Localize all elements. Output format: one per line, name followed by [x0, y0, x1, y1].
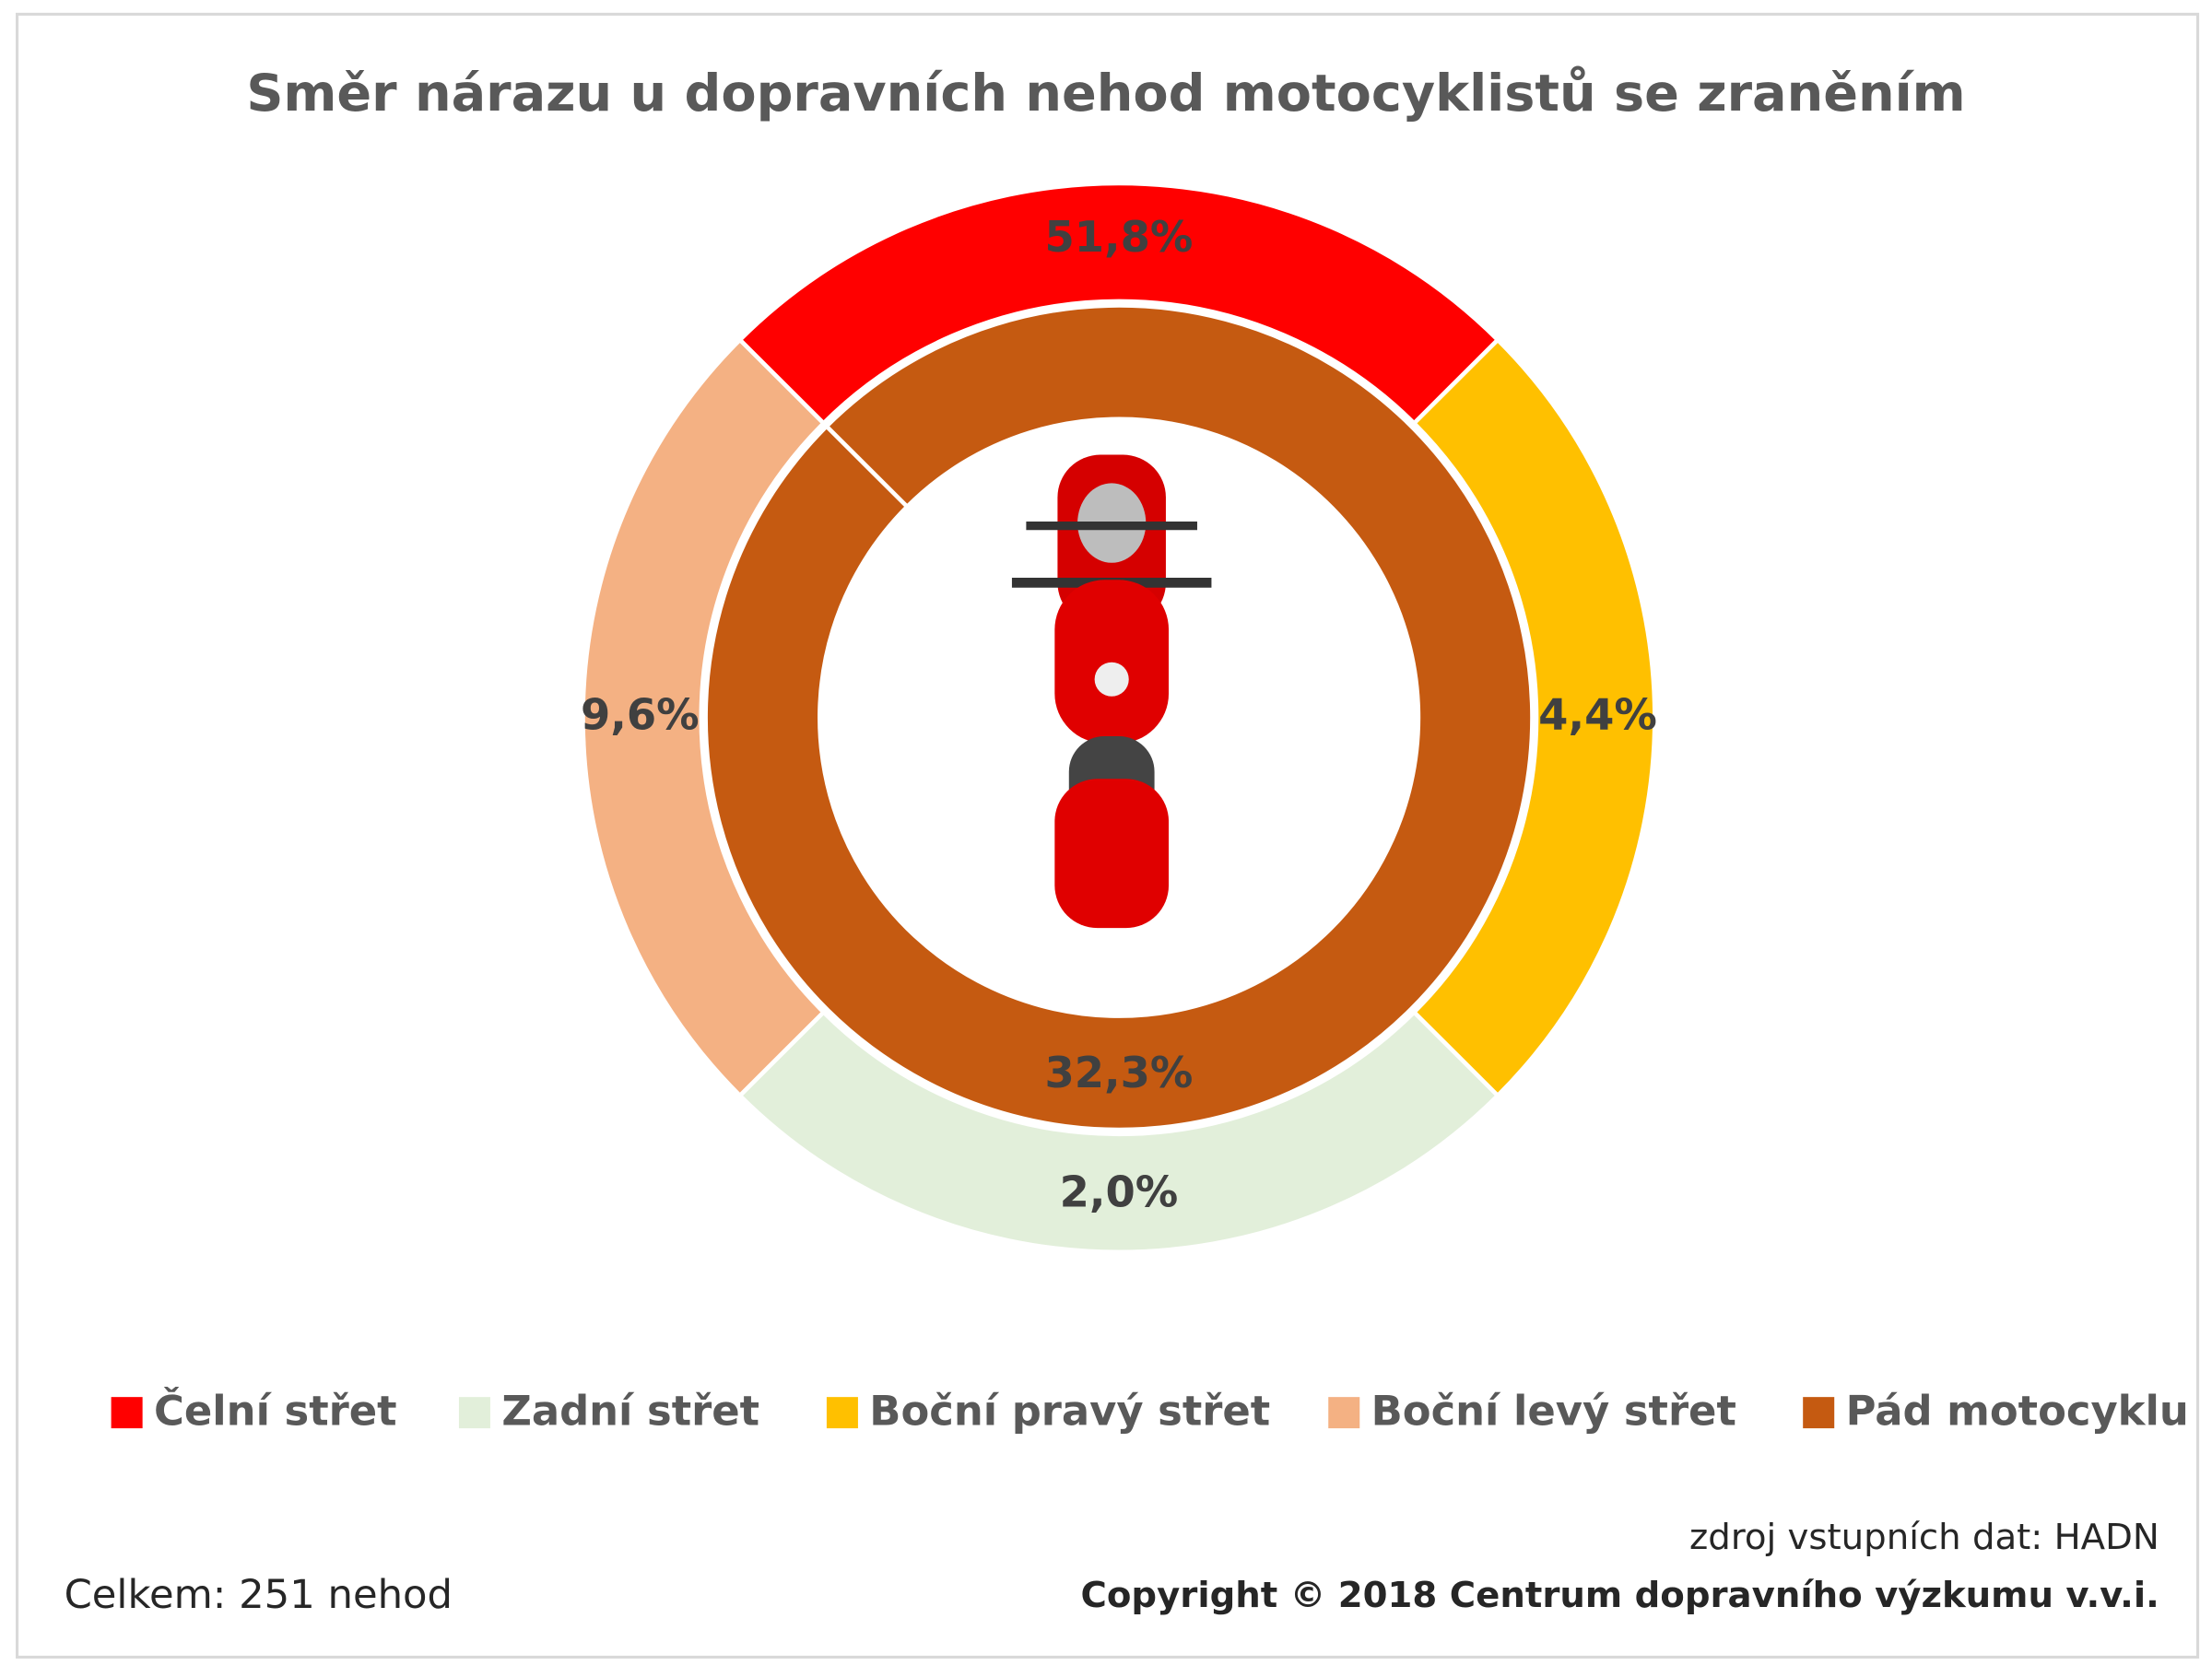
data-label: 2,0%: [1060, 1167, 1179, 1217]
data-label: 32,3%: [1044, 1048, 1193, 1097]
legend-label: Boční pravý střet: [869, 1387, 1270, 1436]
ring-segment: [736, 181, 1501, 427]
legend-swatch: [1803, 1397, 1835, 1429]
legend-label: Čelní střet: [154, 1387, 397, 1436]
legend-label: Boční levý střet: [1371, 1387, 1736, 1436]
data-label: 51,8%: [1044, 212, 1193, 262]
legend-label: Pád motocyklu: [1846, 1387, 2189, 1436]
ring-segment: [736, 1009, 1501, 1255]
total-note: Celkem: 251 nehod: [65, 1572, 453, 1618]
motorcycle: [1011, 454, 1212, 929]
copyright-note: Copyright © 2018 Centrum dopravního výzk…: [1081, 1575, 2159, 1616]
ring-segment: [581, 336, 827, 1099]
legend-swatch: [1328, 1397, 1360, 1429]
legend: Čelní střet Zadní střet Boční pravý střet B…: [111, 1387, 2189, 1436]
data-label: 4,4%: [1538, 689, 1657, 739]
source-note: zdroj vstupních dat: HADN: [1689, 1517, 2159, 1558]
data-label: 9,6%: [581, 689, 700, 739]
legend-swatch: [111, 1397, 143, 1429]
legend-swatch: [826, 1397, 858, 1429]
chart-title: Směr nárazu u dopravních nehod motocykli…: [246, 64, 1965, 123]
legend-swatch: [458, 1397, 490, 1429]
ring-segment: [703, 303, 1535, 1132]
legend-label: Zadní střet: [501, 1387, 759, 1436]
ring-segment: [1411, 336, 1657, 1099]
donut: 51,8% 2,0% 4,4% 9,6% 32,3%: [581, 181, 1657, 1255]
